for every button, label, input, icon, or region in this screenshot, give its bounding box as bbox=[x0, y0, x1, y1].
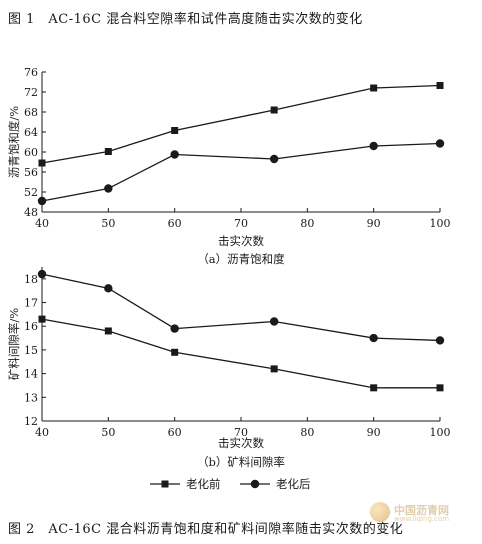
chart2-y-axis-title: 矿料间隙率/% bbox=[7, 308, 21, 380]
chart2-point-after bbox=[170, 324, 179, 333]
chart1-y-tick-label: 72 bbox=[24, 86, 38, 99]
legend-after-marker bbox=[250, 479, 260, 489]
chart2-y-tick-label: 12 bbox=[24, 415, 38, 428]
chart1-point-before bbox=[171, 127, 179, 134]
chart1-point-before bbox=[370, 84, 378, 92]
chart2-x-tick-label: 60 bbox=[168, 426, 182, 439]
chart2-point-before bbox=[104, 327, 112, 335]
chart1-x-tick-label: 50 bbox=[101, 217, 115, 230]
watermark-name: 中国沥青网 bbox=[394, 504, 449, 517]
chart1-x-tick-label: 100 bbox=[430, 217, 451, 230]
chart2-point-before bbox=[270, 365, 278, 373]
chart2-subtitle: （b）矿料间隙率 bbox=[197, 455, 285, 469]
legend-before-marker bbox=[161, 480, 169, 488]
chart1-y-tick-label: 48 bbox=[24, 206, 38, 219]
chart2-x-tick-label: 100 bbox=[430, 426, 451, 439]
chart1-point-after bbox=[104, 184, 113, 193]
chart2-series-before-line bbox=[41, 318, 440, 389]
chart2-x-tick-label: 40 bbox=[35, 426, 49, 439]
chart1-y-tick-label: 60 bbox=[24, 146, 38, 159]
figure2-caption: 图 2 AC-16C 混合料沥青饱和度和矿料间隙率随击实次数的变化 bbox=[8, 522, 404, 537]
chart2-point-after bbox=[435, 336, 445, 345]
legend-after-label: 老化后 bbox=[276, 477, 311, 491]
chart1-point-after bbox=[435, 139, 445, 148]
chart1-y-tick-label: 52 bbox=[24, 186, 38, 199]
chart2-x-axis-title: 击实次数 bbox=[218, 436, 264, 450]
chart2-x-tick-label: 80 bbox=[300, 426, 314, 439]
chart2-x-tick-label: 70 bbox=[234, 426, 248, 439]
chart2-point-after bbox=[104, 284, 113, 293]
chart1-series-before-line bbox=[41, 84, 441, 164]
chart2-point-after bbox=[369, 333, 378, 343]
chart2-y-tick-label: 17 bbox=[24, 297, 38, 310]
chart2-y-tick-label: 15 bbox=[24, 344, 38, 357]
chart1-point-after bbox=[37, 196, 47, 206]
chart1-point-before bbox=[104, 148, 112, 155]
chart1-x-axis-title: 击实次数 bbox=[218, 234, 264, 248]
chart2-point-after bbox=[37, 269, 47, 279]
watermark-url: www.liqing.com bbox=[394, 515, 450, 523]
watermark-emblem-icon bbox=[370, 502, 390, 522]
chart1-point-after bbox=[369, 141, 378, 151]
chart1-point-before bbox=[270, 106, 278, 114]
chart1-subtitle: （a）沥青饱和度 bbox=[197, 252, 285, 266]
chart1-x-tick-label: 80 bbox=[300, 217, 314, 230]
chart1-y-tick-label: 56 bbox=[24, 166, 38, 179]
chart2-series-after-line bbox=[41, 273, 441, 342]
chart1-point-before bbox=[38, 159, 46, 167]
chart2-point-before bbox=[38, 315, 46, 323]
chart1-x-tick-label: 40 bbox=[35, 217, 49, 230]
chart2-y-tick-label: 13 bbox=[24, 391, 38, 404]
chart2-point-before bbox=[436, 384, 444, 392]
chart1-point-before bbox=[436, 82, 444, 89]
chart2-x-tick-label: 90 bbox=[367, 426, 381, 439]
chart1-series-after-line bbox=[41, 142, 441, 202]
legend-before-label: 老化前 bbox=[186, 477, 221, 491]
chart2-point-before bbox=[370, 384, 378, 392]
chart2-y-tick-label: 16 bbox=[24, 320, 38, 333]
chart2-x-tick-label: 50 bbox=[101, 426, 115, 439]
chart1-y-axis-title: 沥青饱和度/% bbox=[7, 106, 21, 178]
watermark-logo: 中国沥青网 www.liqing.com bbox=[370, 500, 480, 530]
chart1-x-tick-label: 70 bbox=[234, 217, 248, 230]
chart2-point-before bbox=[171, 348, 179, 356]
chart2-y-tick-label: 18 bbox=[24, 273, 38, 286]
chart2-point-after bbox=[269, 317, 279, 326]
chart1-x-tick-label: 60 bbox=[168, 217, 182, 230]
chart1-y-tick-label: 68 bbox=[24, 106, 38, 119]
chart1-x-tick-label: 90 bbox=[367, 217, 381, 230]
chart1-y-tick-label: 76 bbox=[24, 66, 38, 79]
chart1-y-tick-label: 64 bbox=[24, 126, 38, 139]
chart1-point-after bbox=[269, 154, 279, 164]
chart1-point-after bbox=[170, 150, 179, 159]
chart2-y-tick-label: 14 bbox=[24, 368, 38, 381]
figure1-caption: 图 1 AC-16C 混合料空隙率和试件高度随击实次数的变化 bbox=[8, 12, 363, 27]
